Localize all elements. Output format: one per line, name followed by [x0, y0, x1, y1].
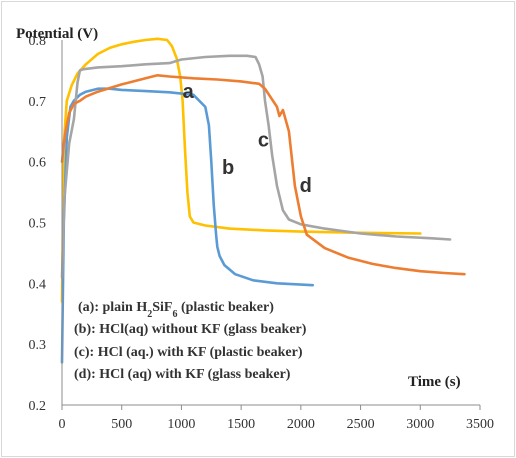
- x-tick-labels: 0 500 1000 1500 2000 2500 3000 3500: [59, 405, 494, 432]
- curve-label-b: b: [222, 157, 234, 179]
- legend-entry-c: (c): HCl (aq.) with KF (plastic beaker): [74, 345, 303, 360]
- y-tick-label: 0.8: [29, 34, 47, 49]
- plot-lines: [60, 37, 466, 364]
- legend-entry-b: (b): HCl(aq) without KF (glass beaker): [74, 322, 307, 337]
- y-tick-label: 0.3: [29, 338, 47, 353]
- curve-labels: a b c d: [183, 81, 312, 197]
- x-tick-label: 3500: [466, 417, 494, 432]
- x-tick-label: 500: [111, 417, 132, 432]
- x-tick-label: 0: [59, 417, 66, 432]
- x-tick-label: 2000: [287, 417, 315, 432]
- x-tick-label: 2500: [347, 417, 375, 432]
- y-tick-label: 0.2: [29, 399, 47, 414]
- y-tick-label: 0.7: [29, 95, 47, 110]
- series-line-b: [60, 87, 315, 364]
- curve-label-a: a: [183, 81, 195, 103]
- curve-label-d: d: [300, 175, 312, 197]
- legend-entry-d: (d): HCl (aq) with KF (glass beaker): [74, 367, 291, 382]
- y-axis-title: Potential (V): [16, 26, 98, 42]
- x-tick-label: 1000: [167, 417, 195, 432]
- legend: (a): plain H2SiF6 (plastic beaker) (b): …: [74, 300, 307, 382]
- x-tick-label: 3000: [406, 417, 434, 432]
- series-line-d: [60, 74, 466, 276]
- y-tick-labels: 0.2 0.3 0.4 0.5 0.6 0.7 0.8: [29, 34, 47, 414]
- legend-entry-a: (a): plain H2SiF6 (plastic beaker): [78, 300, 274, 320]
- x-tick-label: 1500: [227, 417, 255, 432]
- y-tick-label: 0.4: [29, 277, 47, 292]
- x-axis-title: Time (s): [408, 374, 461, 390]
- y-tick-label: 0.6: [29, 156, 47, 171]
- y-tick-label: 0.5: [29, 217, 47, 232]
- curve-label-c: c: [258, 129, 269, 151]
